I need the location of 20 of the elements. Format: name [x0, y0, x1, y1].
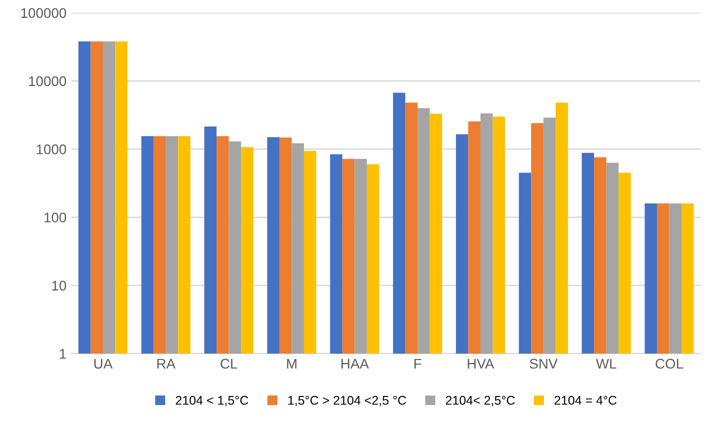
x-tick-label: M [287, 358, 296, 369]
x-tick-label: CL [220, 358, 238, 369]
y-tick-label: 10000 [29, 76, 66, 86]
legend-label: 2104 = 4°C [554, 396, 617, 405]
legend-label: 2104< 2,5°C [446, 396, 515, 406]
x-tick-label: HVA [468, 358, 494, 369]
y-tick-label: 10 [52, 280, 66, 291]
x-tick-label: UA [94, 358, 113, 369]
legend-label: 2104 < 1,5°C [176, 396, 248, 406]
x-tick-label: COL [656, 358, 684, 369]
y-tick-label: 1000 [36, 144, 66, 154]
y-tick-label: 1 [60, 349, 66, 359]
x-tick-label: SNV [530, 358, 558, 369]
y-tick-label: 100 [44, 212, 66, 222]
x-tick-label: F [414, 358, 422, 369]
x-tick-label: HAA [342, 358, 369, 369]
y-tick-label: 100000 [21, 8, 66, 18]
x-tick-label: RA [157, 358, 176, 369]
x-tick-label: WL [596, 358, 616, 369]
legend-label: 1,5°C > 2104 <2,5 °C [288, 396, 406, 406]
